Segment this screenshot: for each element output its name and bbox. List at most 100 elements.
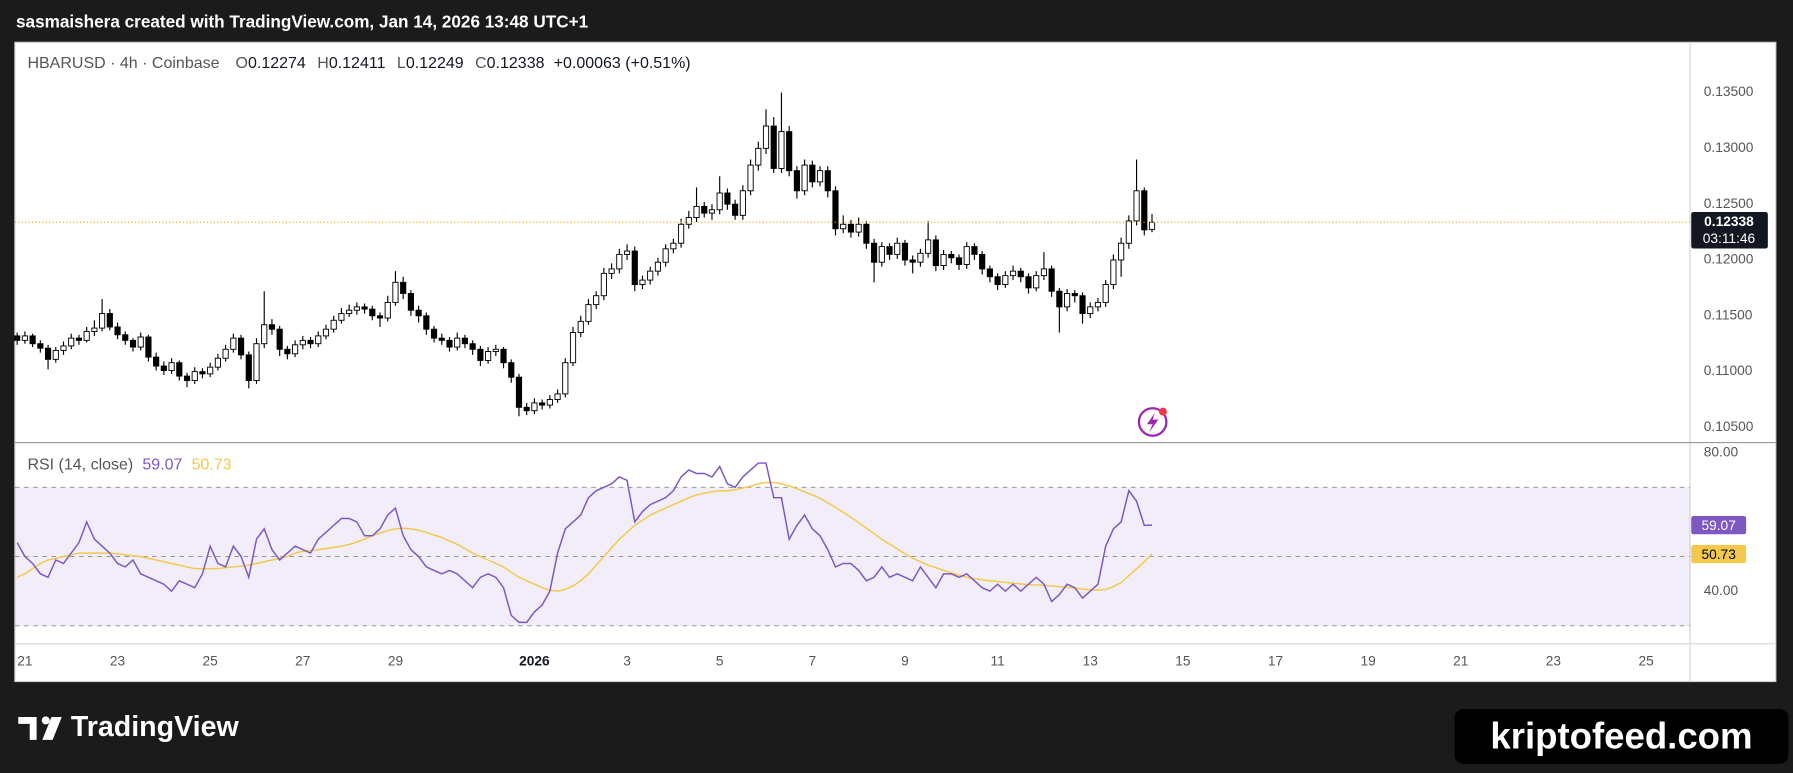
candle-body — [654, 261, 662, 272]
candle-body — [562, 362, 569, 395]
candle-body — [786, 131, 793, 172]
candle-body — [176, 362, 183, 377]
candle-body — [1040, 268, 1048, 277]
candle-body — [1133, 190, 1140, 222]
candle-body — [639, 279, 646, 286]
candle-body — [183, 375, 191, 382]
candle-body — [245, 354, 252, 382]
candle-body — [1125, 220, 1132, 244]
legend-field-value: 0.12249 — [406, 55, 464, 72]
candle-body — [477, 348, 484, 361]
y-tick-label: 80.00 — [1704, 444, 1739, 459]
candle-body — [1087, 306, 1094, 315]
candle-body — [191, 371, 198, 382]
candle-body — [469, 343, 476, 350]
candle-body — [1056, 290, 1063, 308]
candle-body — [608, 268, 615, 274]
candle-body — [793, 170, 800, 192]
y-tick-label: 0.12500 — [1704, 196, 1754, 211]
candle-body — [106, 313, 113, 328]
candle-body — [546, 399, 553, 406]
x-tick-label: 27 — [295, 654, 310, 669]
legend-field-label: C — [475, 55, 487, 72]
candle-body — [292, 344, 299, 355]
candle-body — [392, 281, 399, 303]
legend-field-label: H — [317, 55, 329, 72]
candle-body — [338, 313, 345, 321]
last-price-box — [1691, 211, 1768, 249]
candle-body — [508, 362, 515, 378]
candle-body — [778, 131, 785, 169]
candle-body — [230, 337, 237, 350]
candle-body — [168, 362, 175, 371]
indicator-value: 59.07 — [142, 457, 182, 474]
candle-body — [369, 308, 376, 317]
candle-body — [585, 304, 592, 322]
candle-body — [917, 252, 924, 263]
candle-body — [52, 349, 59, 360]
candle-body — [855, 223, 862, 233]
candle-body — [577, 320, 584, 334]
candle-body — [971, 246, 978, 255]
candle-body — [631, 250, 638, 286]
candle-body — [315, 335, 322, 345]
candle-body — [894, 242, 901, 255]
legend-field-value: 0.12411 — [329, 55, 386, 72]
y-tick-label: 0.13000 — [1704, 140, 1754, 155]
candle-body — [701, 205, 708, 214]
candle-body — [554, 393, 561, 400]
legend-field-value: 0.12274 — [248, 55, 306, 72]
value-label: 59.07 — [1701, 518, 1735, 533]
candle-body — [593, 295, 600, 306]
candle-body — [770, 125, 777, 169]
candle-body — [662, 248, 669, 263]
candle-body — [330, 319, 337, 330]
x-tick-label: 25 — [1638, 654, 1654, 669]
candle-body — [863, 223, 870, 244]
candle-body — [670, 242, 677, 250]
header-text: sasmaishera created with TradingView.com… — [16, 11, 589, 31]
candle-body — [979, 253, 986, 270]
watermark: kriptofeed.com — [1490, 715, 1752, 756]
candle-body — [415, 309, 422, 317]
candle-body — [523, 406, 530, 412]
x-tick-label: 3 — [623, 654, 631, 669]
candle-body — [963, 246, 970, 265]
x-tick-label: 7 — [809, 654, 817, 669]
candle-body — [423, 315, 430, 330]
candle-body — [44, 347, 52, 360]
y-tick-label: 0.10500 — [1704, 419, 1754, 434]
candle-body — [886, 246, 893, 255]
candle-body — [353, 306, 360, 311]
candle-body — [60, 345, 67, 351]
alert-circle — [1137, 407, 1168, 437]
candle-body — [83, 330, 90, 341]
candle-body — [145, 336, 152, 358]
y-tick-label: 40.00 — [1704, 583, 1739, 598]
candle-body — [307, 339, 314, 345]
candle-body — [485, 351, 492, 361]
candle-body — [222, 348, 229, 359]
candle-body — [1048, 268, 1055, 292]
candle-body — [994, 276, 1001, 286]
logo-dot — [41, 716, 50, 725]
candle-body — [901, 242, 909, 261]
candle-body — [99, 313, 106, 329]
candle-body — [322, 328, 330, 337]
x-tick-label: 23 — [1546, 654, 1562, 669]
candle-body — [940, 253, 947, 267]
x-tick-label: 17 — [1268, 654, 1283, 669]
candle-body — [569, 332, 577, 364]
candle-body — [29, 335, 36, 345]
candle-body — [129, 339, 137, 348]
candle-body — [461, 337, 469, 345]
last-price-text: 0.12338 — [1704, 214, 1754, 229]
candle-body — [430, 328, 438, 339]
candle-body — [1002, 275, 1009, 286]
candle-body — [515, 376, 523, 408]
x-tick-label: 5 — [716, 654, 724, 669]
candle-body — [623, 250, 631, 255]
candle-body — [438, 337, 445, 341]
candle-body — [762, 125, 770, 149]
